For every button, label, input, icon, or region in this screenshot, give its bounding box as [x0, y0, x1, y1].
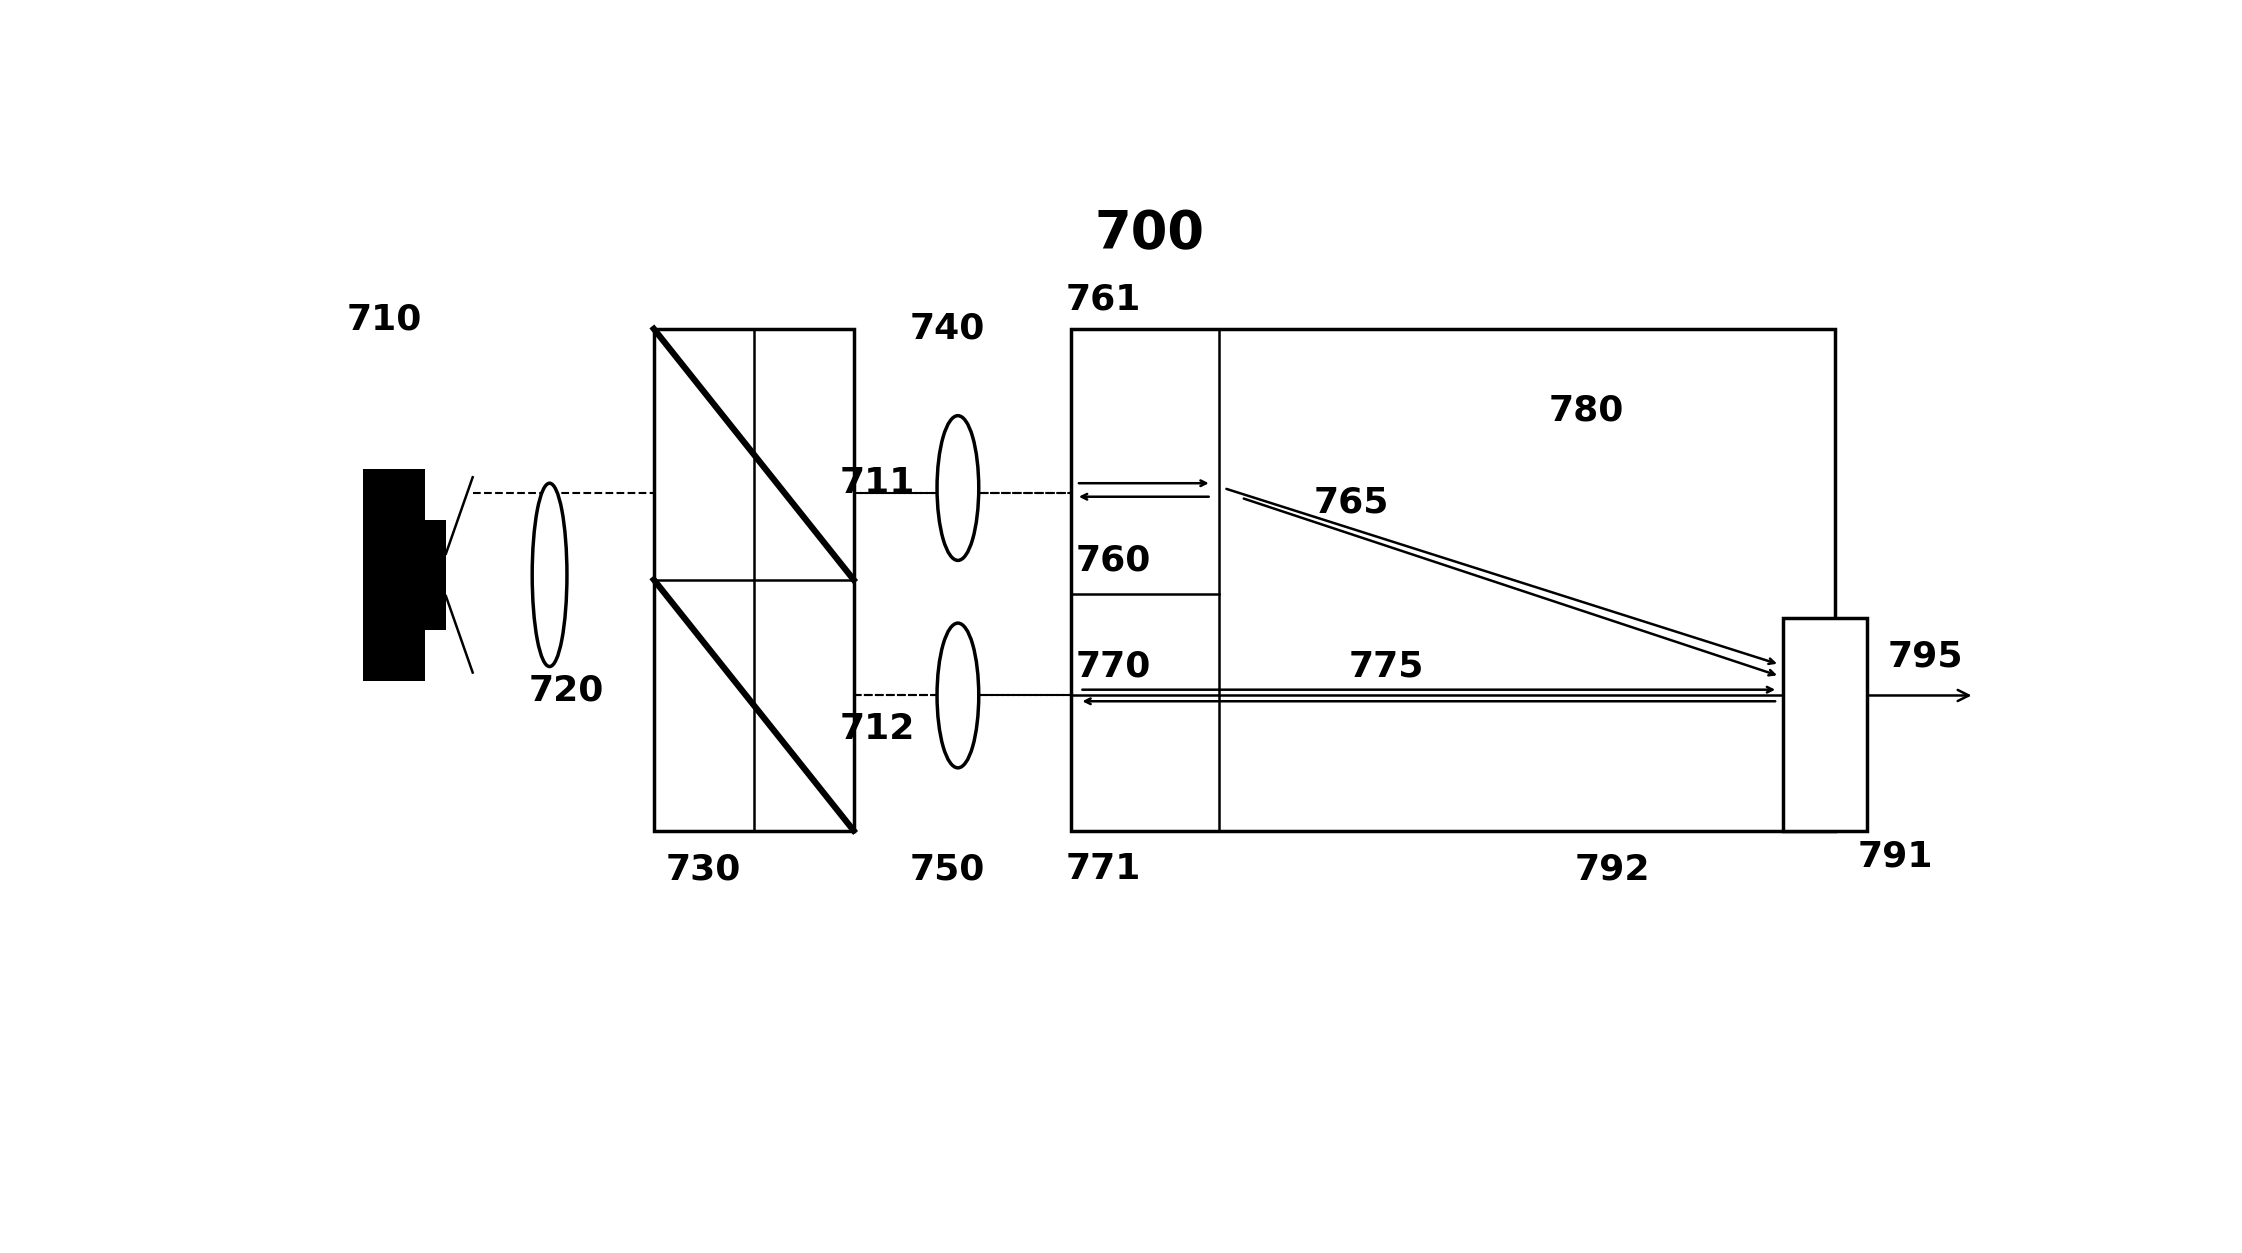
Bar [1782, 618, 1868, 831]
Ellipse shape [531, 484, 567, 667]
Text: 770: 770 [1076, 649, 1152, 684]
Bar [1072, 328, 1836, 831]
Bar [655, 328, 854, 831]
Text: 700: 700 [1094, 208, 1204, 261]
Text: 750: 750 [910, 852, 984, 886]
Ellipse shape [937, 416, 980, 560]
Ellipse shape [937, 623, 980, 768]
Text: 780: 780 [1549, 393, 1623, 427]
Text: 791: 791 [1859, 840, 1933, 873]
Text: 711: 711 [841, 466, 915, 500]
Text: 761: 761 [1065, 283, 1141, 317]
Text: 712: 712 [841, 712, 915, 747]
Text: 775: 775 [1350, 649, 1424, 684]
Text: 720: 720 [529, 674, 603, 708]
Text: 730: 730 [666, 852, 742, 886]
Text: 710: 710 [345, 302, 421, 336]
Text: 790: 790 [1789, 742, 1863, 776]
Text: 771: 771 [1065, 852, 1141, 886]
Text: 795: 795 [1888, 640, 1964, 674]
Text: 792: 792 [1574, 852, 1650, 886]
Bar [426, 520, 446, 630]
Text: 765: 765 [1314, 485, 1390, 520]
Text: 740: 740 [910, 312, 984, 346]
Bar [363, 469, 426, 680]
Text: 760: 760 [1076, 544, 1152, 578]
